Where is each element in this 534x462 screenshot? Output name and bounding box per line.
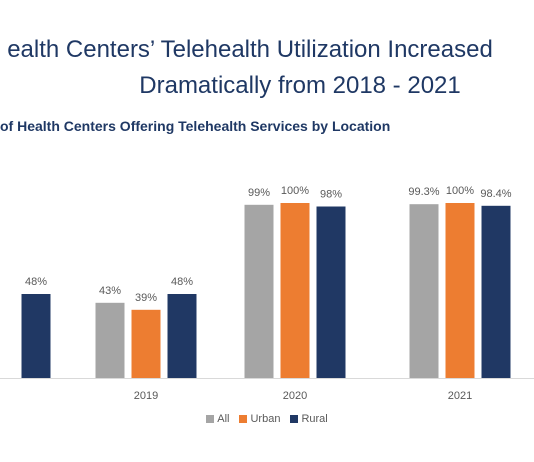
data-label-rural-2019: 48% (171, 276, 193, 288)
bar-rural-2018 (21, 294, 51, 378)
bar-urban-2021 (445, 203, 475, 378)
bar-all-2020 (244, 204, 274, 379)
legend-swatch-all (206, 415, 215, 423)
bar-all-2019 (95, 302, 125, 379)
bar-rural-2020 (316, 206, 346, 378)
data-label-urban-2021: 100% (446, 185, 474, 197)
legend-item-all: All (206, 413, 229, 425)
data-label-all-2021: 99.3% (408, 186, 439, 198)
data-label-urban-2020: 100% (281, 185, 309, 197)
legend-swatch-urban (239, 415, 248, 423)
chart-subtitle: of Health Centers Offering Telehealth Se… (0, 118, 391, 134)
data-label-rural-2021: 98.4% (480, 188, 511, 200)
chart-title-line-1: ealth Centers’ Telehealth Utilization In… (7, 36, 493, 63)
x-tick-label-2019: 2019 (134, 390, 158, 402)
legend-label-all: All (217, 413, 230, 425)
data-label-rural-2018: 48% (25, 276, 47, 288)
bar-rural-2021 (481, 205, 511, 378)
chart-title-line-2: Dramatically from 2018 - 2021 (139, 72, 461, 99)
data-label-all-2019: 43% (99, 285, 121, 297)
data-label-rural-2020: 98% (320, 189, 342, 201)
legend-item-rural: Rural (290, 413, 328, 425)
bar-urban-2020 (280, 203, 310, 378)
legend-label-rural: Rural (301, 413, 328, 425)
legend: All Urban Rural (0, 413, 534, 425)
x-tick-label-2021: 2021 (448, 390, 472, 402)
legend-label-urban: Urban (250, 413, 281, 425)
x-tick-label-2020: 2020 (283, 390, 307, 402)
data-label-all-2020: 99% (248, 187, 270, 199)
data-label-urban-2019: 39% (135, 292, 157, 304)
bar-all-2021 (409, 204, 439, 378)
bar-urban-2019 (131, 309, 161, 379)
bar-rural-2019 (167, 294, 197, 378)
legend-item-urban: Urban (239, 413, 280, 425)
legend-swatch-rural (290, 415, 299, 423)
